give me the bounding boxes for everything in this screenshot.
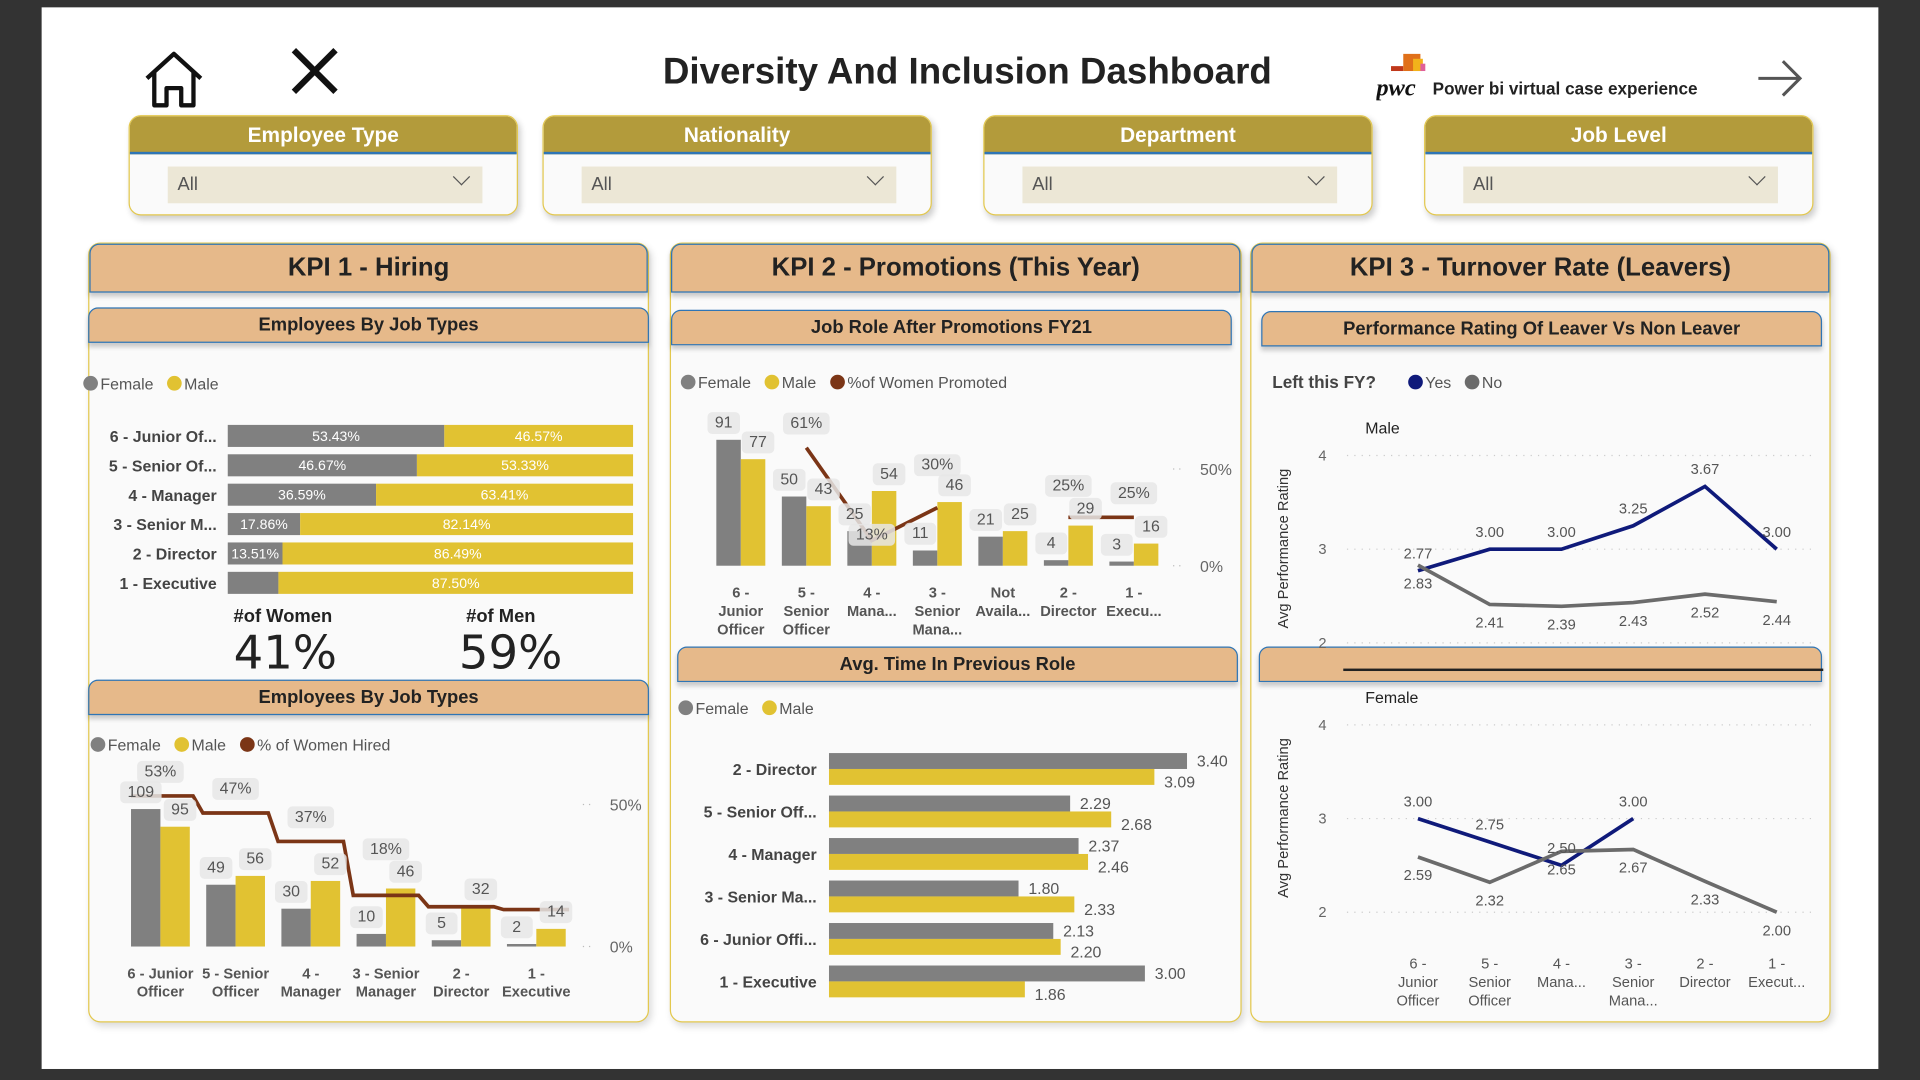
slicer-label: Nationality [543, 116, 931, 155]
slicer-department: Department All [983, 115, 1373, 216]
dropdown-value: All [591, 173, 612, 195]
arrow-right-icon[interactable] [1756, 56, 1805, 100]
home-icon[interactable] [142, 49, 206, 110]
chevron-down-icon [866, 168, 885, 186]
dropdown-value: All [1032, 173, 1053, 195]
slicer-label: Department [984, 116, 1372, 155]
men-card-label: #of Men [466, 606, 536, 627]
slicer-label: Job Level [1425, 116, 1813, 155]
svg-text:pwc: pwc [1376, 75, 1416, 101]
slicer-nationality: Nationality All [542, 115, 932, 216]
dropdown-value: All [1473, 173, 1494, 195]
men-card-value: 59% [458, 625, 563, 680]
kpi3-title: KPI 3 - Turnover Rate (Leavers) [1251, 243, 1830, 293]
chevron-down-icon [1748, 168, 1766, 186]
blank-subheader [1258, 646, 1824, 683]
dropdown-value: All [177, 173, 198, 195]
chart-title-hiring: Employees By Job Types [88, 679, 649, 716]
divider-line [1343, 668, 1824, 672]
kpi2-title: KPI 2 - Promotions (This Year) [671, 243, 1241, 293]
page-title: Diversity And Inclusion Dashboard [662, 51, 1272, 92]
women-card-value: 41% [233, 625, 338, 680]
chart-title-employees-by-job-type: Employees By Job Types [88, 307, 649, 343]
brand-text: Power bi virtual case experience [1432, 78, 1698, 98]
nationality-dropdown[interactable]: All [581, 166, 897, 204]
employee-type-dropdown[interactable]: All [167, 166, 483, 204]
chart-title-avg-time: Avg. Time In Previous Role [677, 646, 1238, 683]
chevron-down-icon [452, 168, 471, 186]
chart-title-performance: Performance Rating Of Leaver Vs Non Leav… [1261, 311, 1823, 347]
kpi1-title: KPI 1 - Hiring [89, 243, 648, 293]
slicer-label: Employee Type [129, 116, 517, 155]
chevron-down-icon [1307, 168, 1325, 186]
kpi3-panel: KPI 3 - Turnover Rate (Leavers) [1250, 242, 1831, 1023]
kpi2-panel: KPI 2 - Promotions (This Year) [669, 242, 1242, 1023]
slicer-employee-type: Employee Type All [128, 115, 518, 216]
slicer-job-level: Job Level All [1424, 115, 1814, 216]
chart-title-promotions: Job Role After Promotions FY21 [671, 309, 1232, 346]
department-dropdown[interactable]: All [1022, 166, 1338, 204]
women-card-label: #of Women [233, 606, 333, 627]
close-icon[interactable] [289, 47, 340, 96]
pwc-logo: pwc [1376, 53, 1426, 101]
job-level-dropdown[interactable]: All [1463, 166, 1778, 204]
